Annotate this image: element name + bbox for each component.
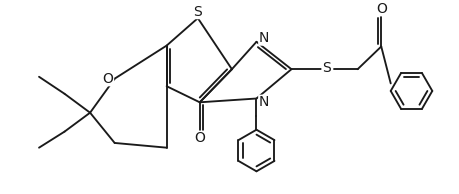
Text: O: O	[102, 72, 113, 86]
Text: O: O	[194, 131, 205, 145]
Text: S: S	[321, 61, 330, 75]
Text: N: N	[258, 31, 269, 45]
Text: N: N	[258, 95, 269, 109]
Text: O: O	[375, 2, 386, 16]
Text: S: S	[193, 4, 202, 19]
